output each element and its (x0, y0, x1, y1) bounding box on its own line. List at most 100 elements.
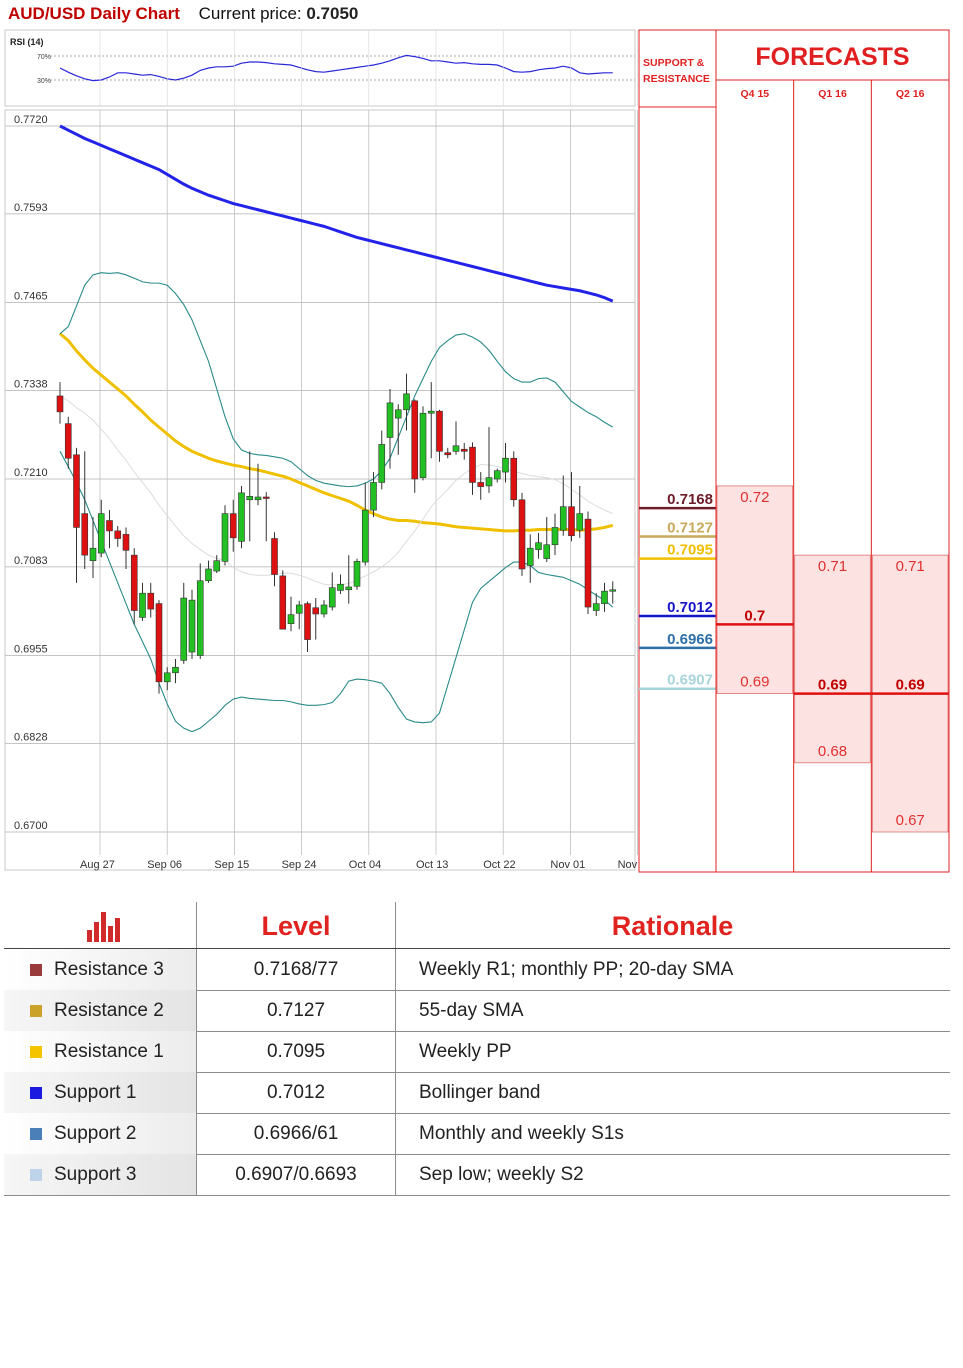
level-rationale: Weekly PP (419, 1041, 512, 1062)
y-tick-label: 0.7465 (14, 291, 48, 303)
candle-body (221, 513, 229, 562)
y-tick-label: 0.7593 (14, 202, 48, 214)
forecast-value-label: 0.68 (818, 743, 847, 760)
candle-body (337, 583, 344, 591)
forecast-column-label: Q4 15 (741, 88, 770, 100)
table-row: Support 3 0.6907/0.6693 Sep low; weekly S2 (4, 1154, 950, 1196)
candle-body (535, 542, 542, 550)
candle-body (559, 506, 567, 531)
series-line-bollinger-upper (59, 272, 614, 488)
level-value: 0.7168/77 (196, 949, 396, 990)
chart-title: AUD/USD Daily Chart (8, 4, 180, 23)
sr-level-label: 0.6966 (667, 631, 713, 648)
candle-body (427, 410, 435, 414)
candle-body (403, 393, 410, 411)
level-name-cell: Support 3 (4, 1154, 196, 1195)
level-name-cell: Support 2 (4, 1113, 196, 1154)
x-tick-label: Nov 01 (550, 859, 585, 871)
candle-body (477, 482, 485, 487)
candle-body (254, 496, 262, 501)
candle-body (436, 410, 443, 452)
chart-area: RSI (14) 70% 30% 0.7720 0.7593 0.7465 0.7338 0.… (4, 29, 950, 873)
level-value: 0.6907/0.6693 (196, 1154, 396, 1195)
candle-body (361, 509, 369, 563)
y-tick-label: 0.7210 (14, 467, 48, 479)
candle-body (163, 672, 171, 683)
table-row: Resistance 1 0.7095 Weekly PP (4, 1031, 950, 1073)
candle-body (295, 604, 303, 614)
candle-body (485, 477, 493, 487)
candle-body (172, 666, 179, 674)
candle-body (130, 554, 138, 611)
candle-body (568, 506, 575, 537)
candle-body (238, 492, 245, 542)
level-column-header: Level (196, 902, 396, 948)
candle-body (287, 614, 295, 624)
candle-body (584, 518, 592, 608)
y-tick-label: 0.6700 (14, 820, 48, 832)
level-name-cell: Resistance 2 (4, 990, 196, 1031)
level-color-swatch (30, 1128, 42, 1140)
level-name: Resistance 3 (54, 959, 164, 980)
candle-body (609, 589, 617, 592)
x-tick-label: Oct 04 (349, 859, 381, 871)
candle-body (502, 457, 509, 473)
y-tick-label: 0.6955 (14, 644, 48, 656)
candle-body (469, 446, 476, 483)
forecast-value-label: 0.72 (740, 489, 769, 506)
level-rationale: Weekly R1; monthly PP; 20-day SMA (419, 959, 734, 980)
x-tick-label: Oct 22 (483, 859, 515, 871)
rsi-frame (4, 29, 636, 107)
candle-body (551, 527, 559, 546)
candle-body (246, 496, 254, 501)
candle-body (345, 586, 353, 591)
level-color-swatch (30, 964, 42, 976)
x-tick-label: Sep 06 (147, 859, 182, 871)
table-row: Support 1 0.7012 Bollinger band (4, 1072, 950, 1114)
candle-body (147, 592, 155, 610)
candle-body (419, 412, 427, 478)
level-name: Resistance 1 (54, 1041, 164, 1062)
candle-body (229, 513, 237, 539)
sr-level-label: 0.7012 (667, 599, 713, 616)
candle-body (73, 454, 80, 528)
level-color-swatch (30, 1087, 42, 1099)
x-tick-label: Oct 13 (416, 859, 448, 871)
level-color-swatch (30, 1046, 42, 1058)
level-name: Support 2 (54, 1123, 137, 1144)
forecast-value-label: 0.69 (896, 677, 925, 694)
candle-body (526, 547, 534, 566)
forecast-column-label: Q2 16 (896, 88, 925, 100)
candle-body (180, 597, 188, 661)
candle-body (386, 402, 394, 438)
forecast-column-label: Q1 16 (818, 88, 847, 100)
candle-body (312, 607, 320, 615)
candle-body (394, 409, 402, 419)
candle-body (460, 448, 468, 452)
table-row: Resistance 2 0.7127 55-day SMA (4, 990, 950, 1032)
candle-body (444, 452, 452, 456)
candle-body (122, 534, 130, 551)
level-name-cell: Support 1 (4, 1072, 196, 1113)
rsi-label: RSI (14) (10, 37, 44, 47)
price-value: 0.7050 (306, 4, 359, 23)
y-tick-label: 0.7083 (14, 555, 48, 567)
forecast-value-label: 0.67 (896, 812, 925, 829)
sr-title-line1: SUPPORT & (643, 57, 705, 69)
candle-body (543, 544, 551, 559)
level-color-swatch (30, 1005, 42, 1017)
candle-body (89, 547, 97, 561)
rsi-level-label: 70% (37, 54, 51, 61)
candle-body (64, 423, 72, 459)
chart-header: AUD/USD Daily Chart Current price: 0.705… (8, 4, 358, 24)
series-line-200-day-sma (59, 124, 614, 303)
rsi-line (59, 54, 613, 82)
candle-body (378, 444, 386, 483)
candle-body (205, 568, 212, 582)
table-row: Resistance 3 0.7168/77 Weekly R1; monthly … (4, 949, 950, 991)
level-name-cell: Resistance 1 (4, 1031, 196, 1072)
level-value: 0.7012 (196, 1072, 396, 1113)
level-name: Resistance 2 (54, 1000, 164, 1021)
level-value: 0.7095 (196, 1031, 396, 1072)
candle-body (510, 457, 518, 501)
